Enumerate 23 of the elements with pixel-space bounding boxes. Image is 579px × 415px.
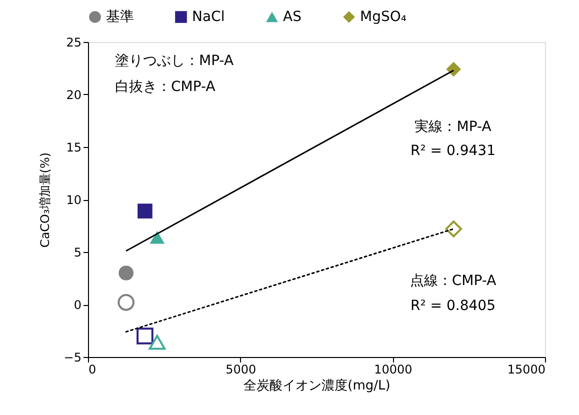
y-tick-label: 20	[66, 88, 82, 102]
y-axis-title: CaCO₃増加量(%)	[38, 152, 52, 248]
x-tick-label: 0	[88, 362, 96, 376]
annotation: R² = 0.8405	[410, 298, 496, 314]
y-tick-label: 10	[66, 193, 82, 207]
legend-label: NaCl	[192, 9, 225, 25]
x-tick-label: 10000	[374, 362, 412, 376]
legend-label: MgSO₄	[360, 9, 407, 25]
annotation: R² = 0.9431	[410, 143, 496, 159]
legend-label: AS	[283, 9, 302, 25]
annotation: 白抜き：CMP-A	[115, 79, 216, 95]
x-axis-title: 全炭酸イオン濃度(mg/L)	[244, 378, 390, 394]
y-tick-label: 5	[74, 246, 82, 260]
annotation: 塗りつぶし：MP-A	[115, 53, 234, 69]
x-tick-label: 5000	[226, 362, 256, 376]
y-tick-label: 15	[66, 140, 82, 154]
y-tick-label: −5	[64, 350, 82, 364]
annotation: 点線：CMP-A	[410, 273, 497, 289]
y-tick-label: 0	[74, 298, 82, 312]
y-tick-label: 25	[66, 36, 82, 50]
legend-label: 基準	[106, 9, 134, 25]
x-tick-label: 15000	[507, 362, 546, 376]
annotation: 実線：MP-A	[414, 119, 492, 135]
